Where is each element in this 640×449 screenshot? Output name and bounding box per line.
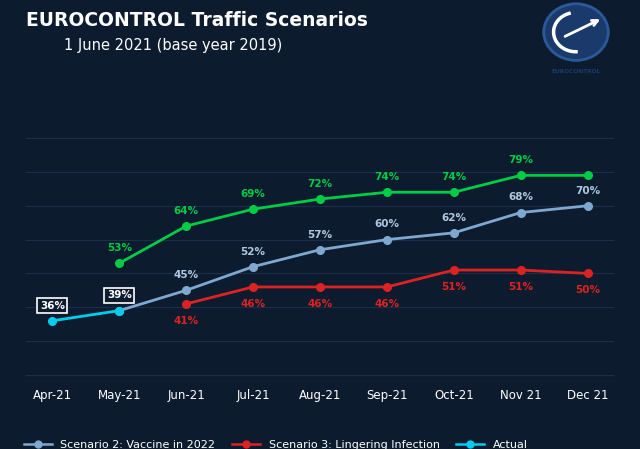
Text: 46%: 46% (374, 299, 399, 309)
Text: 74%: 74% (441, 172, 467, 182)
Text: 51%: 51% (442, 282, 467, 292)
Circle shape (544, 4, 608, 61)
Text: 39%: 39% (107, 291, 132, 300)
Text: 50%: 50% (575, 285, 600, 295)
Legend: Scenario 2: Vaccine in 2022, Scenario 3: Lingering Infection, Actual: Scenario 2: Vaccine in 2022, Scenario 3:… (19, 436, 532, 449)
Text: EUROCONTROL: EUROCONTROL (552, 69, 600, 74)
Text: 60%: 60% (374, 220, 399, 229)
Text: 74%: 74% (374, 172, 399, 182)
Text: 70%: 70% (575, 185, 600, 196)
Text: 46%: 46% (307, 299, 333, 309)
Text: 57%: 57% (307, 229, 333, 240)
Text: 64%: 64% (173, 206, 199, 216)
Text: 68%: 68% (508, 193, 533, 202)
Text: 72%: 72% (307, 179, 333, 189)
Text: 53%: 53% (107, 243, 132, 253)
Text: 45%: 45% (173, 270, 199, 280)
Text: 79%: 79% (508, 155, 533, 165)
Text: 1 June 2021 (base year 2019): 1 June 2021 (base year 2019) (64, 38, 282, 53)
Text: 62%: 62% (442, 213, 467, 223)
Text: 41%: 41% (173, 316, 199, 326)
Text: 46%: 46% (241, 299, 266, 309)
Text: 52%: 52% (241, 247, 266, 256)
Text: 69%: 69% (241, 189, 266, 199)
Text: 36%: 36% (40, 301, 65, 311)
Text: EUROCONTROL Traffic Scenarios: EUROCONTROL Traffic Scenarios (26, 11, 367, 30)
Text: 51%: 51% (508, 282, 533, 292)
